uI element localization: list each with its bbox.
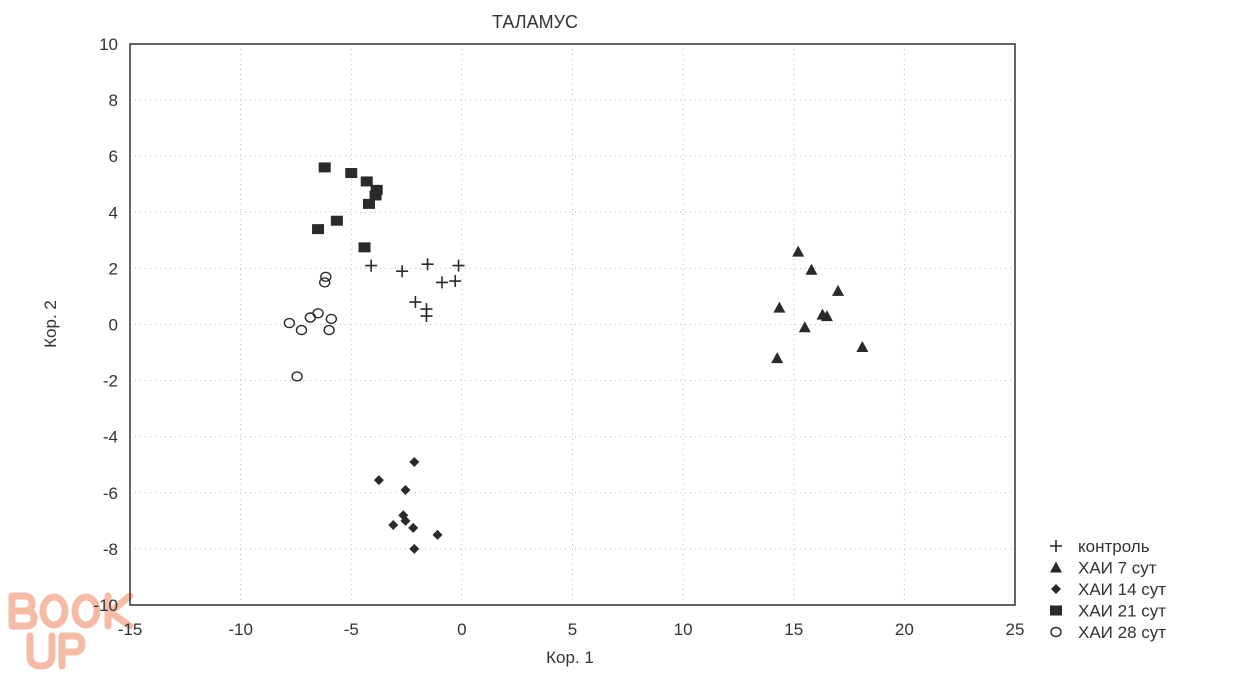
x-tick-label: 25 xyxy=(1006,620,1025,639)
x-tick-label: 0 xyxy=(457,620,466,639)
y-axis-label: Кор. 2 xyxy=(41,300,60,348)
y-tick-label: 6 xyxy=(109,147,118,166)
x-axis-label: Кор. 1 xyxy=(546,648,594,667)
legend-diamond-icon xyxy=(1051,584,1061,594)
legend-label: ХАИ 21 сут xyxy=(1078,602,1166,621)
data-point-circle xyxy=(295,324,308,336)
plot-frame xyxy=(129,43,1016,606)
data-point-plus xyxy=(420,310,433,323)
data-point-triangle xyxy=(805,263,818,275)
legend-label: ХАИ 7 сут xyxy=(1078,559,1157,578)
data-point-diamond xyxy=(409,543,420,554)
data-point-circle xyxy=(325,313,338,325)
legend-circle-icon xyxy=(1050,626,1062,638)
y-tick-label: -4 xyxy=(103,428,118,447)
legend: контроль ХАИ 7 сут ХАИ 14 сут ХАИ 21 сут ХАИ… xyxy=(1050,537,1166,642)
data-point-plus xyxy=(452,259,465,272)
legend-label: ХАИ 14 сут xyxy=(1078,580,1166,599)
data-point-square xyxy=(330,215,343,226)
data-point-circle xyxy=(312,308,324,319)
data-point-plus xyxy=(365,259,378,272)
data-point-diamond xyxy=(408,522,419,533)
data-point-circle xyxy=(283,317,295,329)
data-point-square xyxy=(318,162,331,173)
y-tick-label: 10 xyxy=(99,35,118,54)
data-point-diamond xyxy=(409,456,420,467)
data-point-square xyxy=(360,176,373,187)
data-point-square xyxy=(370,184,383,195)
data-point-square xyxy=(312,224,325,235)
data-point-square xyxy=(369,190,382,201)
data-point-plus xyxy=(409,296,422,309)
data-point-circle xyxy=(291,371,303,382)
legend-triangle-icon xyxy=(1050,561,1062,573)
y-tick-label: -6 xyxy=(103,484,118,503)
data-point-triangle xyxy=(798,321,811,333)
data-point-circle xyxy=(319,277,331,288)
data-points xyxy=(283,162,869,554)
data-point-triangle xyxy=(792,245,805,257)
y-tick-label: -10 xyxy=(93,596,118,615)
data-point-plus xyxy=(396,265,409,278)
data-point-diamond xyxy=(400,515,411,526)
data-point-square xyxy=(358,242,371,253)
y-tick-label: 4 xyxy=(109,203,118,222)
data-point-triangle xyxy=(856,340,869,352)
data-point-circle xyxy=(323,324,335,336)
y-tick-label: 2 xyxy=(109,259,118,278)
data-point-diamond xyxy=(400,484,411,495)
y-tick-label: 0 xyxy=(109,316,118,335)
data-point-diamond xyxy=(373,475,384,486)
x-tick-label: -5 xyxy=(344,620,359,639)
x-tick-label: 10 xyxy=(674,620,693,639)
chart-title: ТАЛАМУС xyxy=(492,12,578,32)
x-tick-label: 20 xyxy=(895,620,914,639)
grid xyxy=(129,43,1016,606)
data-point-triangle xyxy=(832,284,844,296)
y-tick-label: -2 xyxy=(103,372,118,391)
y-tick-label: -8 xyxy=(103,540,118,559)
x-tick-label: 5 xyxy=(568,620,577,639)
x-tick-label: -10 xyxy=(228,620,253,639)
data-point-triangle xyxy=(773,301,786,313)
data-point-square xyxy=(345,168,358,179)
data-point-triangle xyxy=(820,310,833,322)
x-tick-label: 15 xyxy=(784,620,803,639)
legend-square-icon xyxy=(1050,605,1062,616)
x-tick-label: -15 xyxy=(118,620,143,639)
watermark-logo xyxy=(8,592,134,670)
data-point-diamond xyxy=(432,529,443,540)
y-tick-label: 8 xyxy=(109,91,118,110)
data-point-square xyxy=(362,198,375,209)
data-point-plus xyxy=(435,276,448,289)
data-point-triangle xyxy=(771,352,784,364)
legend-label: ХАИ 28 сут xyxy=(1078,623,1166,642)
legend-label: контроль xyxy=(1078,537,1150,556)
data-point-plus xyxy=(421,258,434,271)
data-point-diamond xyxy=(388,520,399,531)
data-point-plus xyxy=(449,275,462,288)
data-point-circle xyxy=(320,271,332,283)
legend-plus-icon xyxy=(1050,540,1062,552)
